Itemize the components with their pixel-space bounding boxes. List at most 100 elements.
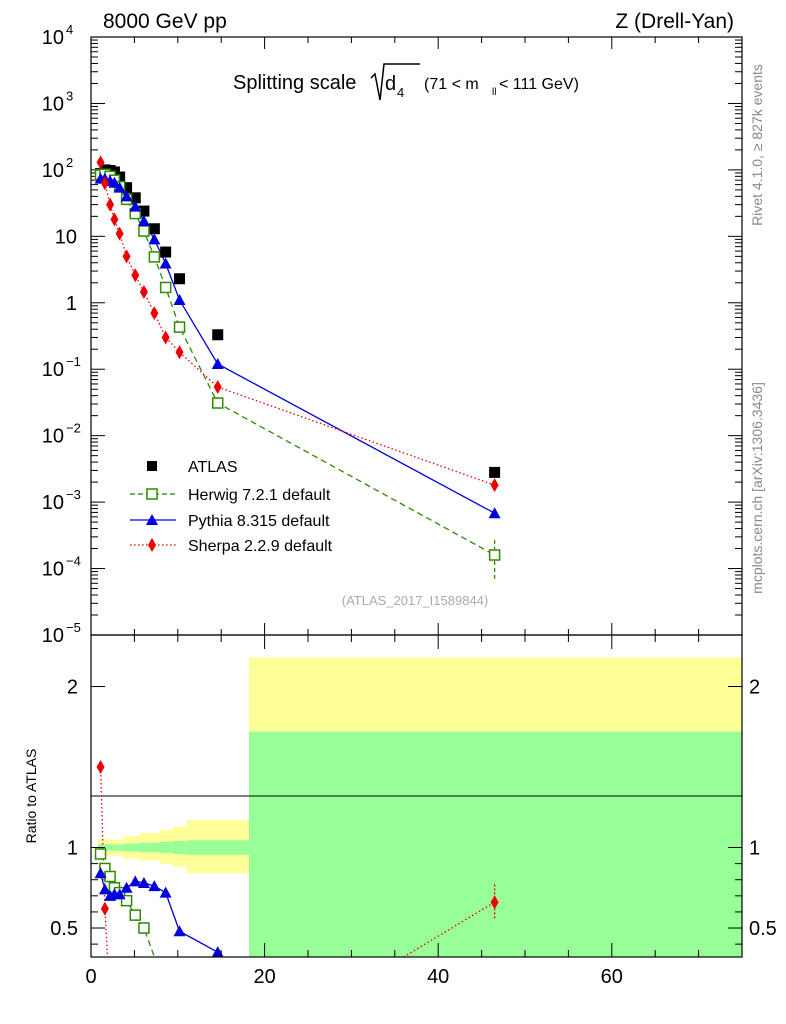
ratio-y-tick-label-right: 2 [749,677,760,699]
y-tick-base: 10 [55,226,77,248]
uncertainty-band-green [159,841,173,854]
y-tick-base: 10 [42,492,64,514]
plot-title-cut: (71 < m [424,76,479,93]
y-tick-label: 10 −1 [42,354,81,381]
y-tick-base: 10 [42,93,64,115]
legend-label-sherpa: Sherpa 2.2.9 default [188,538,333,555]
uncertainty-band-green [186,840,249,855]
uncertainty-band-green [148,842,160,853]
data-point-sherpa [139,285,148,300]
data-point-pythia [129,875,142,887]
ratio-ylabel: Ratio to ATLAS [23,749,39,844]
legend-marker-sherpa [148,538,156,552]
ratio-y-tick-label-right: 1 [749,838,760,860]
data-point-atlas [174,273,186,285]
y-tick-label: 10 2 [42,155,73,182]
data-point-sherpa [122,249,131,264]
uncertainty-band-green [103,844,109,851]
legend-marker-pythia [146,514,158,525]
data-point-atlas [160,246,172,258]
y-tick-base: 10 [42,559,64,581]
data-point-sherpa [131,268,140,283]
data-point-herwig [94,848,107,860]
uncertainty-band-green [139,842,149,853]
x-tick-label: 20 [253,966,275,988]
process-label: Z (Drell-Yan) [615,10,734,33]
ratio-y-tick-label: 2 [67,677,78,699]
data-point-sherpa [490,895,499,910]
analysis-id: (ATLAS_2017_I1589844) [342,593,488,608]
data-point-pythia [137,876,150,888]
data-point-sherpa [213,380,222,395]
sqrt-sign [370,63,420,101]
y-tick-exponent: −2 [66,421,81,436]
y-tick-exponent: −1 [66,354,81,369]
data-point-herwig [211,397,224,409]
series-line [99,162,495,486]
data-point-atlas [138,205,150,217]
mcplots-label: mcplots.cern.ch [arXiv:1306.3436] [749,382,765,594]
uncertainty-band-green [248,731,742,957]
x-tick-label: 0 [85,966,96,988]
data-point-pythia [120,190,133,202]
data-point-herwig [138,922,150,934]
uncertainty-band-green [108,844,113,851]
data-point-pythia [148,880,161,892]
energy-label: 8000 GeV pp [103,10,227,33]
uncertainty-band-green [123,843,131,852]
data-point-herwig [138,225,150,237]
legend-marker-atlas [147,461,157,471]
y-tick-label: 1 [66,293,77,315]
data-point-pythia [113,888,126,900]
y-tick-label: 10 −4 [42,554,81,581]
y-tick-base: 1 [66,293,77,315]
y-tick-label: 10 3 [42,88,73,115]
ratio-panel: 0 20 40 60 0.5 0.5 1 1 2 2 Ratio to ATLAS [23,634,777,988]
data-point-atlas [129,192,141,204]
y-tick-exponent: 2 [66,155,73,170]
ratio-y-tick-label-right: 0.5 [749,918,777,940]
x-tick-label: 40 [427,966,449,988]
rivet-label: Rivet 4.1.0, ≥ 827k events [749,64,765,226]
data-point-pythia [137,215,150,227]
data-point-sherpa [100,901,109,916]
data-point-sherpa [110,212,119,227]
data-point-herwig [104,870,116,883]
data-point-sherpa [106,197,115,212]
legend: ATLAS Herwig 7.2.1 default Pythia 8.315 … [130,459,333,555]
data-point-pythia [488,507,501,519]
data-point-sherpa [175,345,184,360]
plot-title-d: d [385,73,396,95]
data-point-herwig [148,251,161,263]
y-tick-exponent: 4 [66,22,73,37]
y-tick-label: 10 4 [42,22,73,49]
data-point-sherpa [100,176,109,191]
data-point-atlas [212,329,224,341]
y-tick-label: 10 −5 [42,620,81,647]
y-tick-base: 10 [42,625,64,647]
y-tick-label: 10 [55,226,77,248]
data-point-pythia [113,181,126,193]
series-line [104,908,109,958]
data-point-pythia [173,925,186,937]
y-tick-base: 10 [42,160,64,182]
data-point-sherpa [490,478,499,493]
data-point-sherpa [96,155,105,170]
uncertainty-band-green [130,843,140,852]
data-point-sherpa [150,306,159,321]
y-tick-exponent: 3 [66,88,73,103]
data-point-pythia [98,883,111,895]
data-point-pythia [148,233,161,245]
ratio-plot-frame [90,634,743,958]
data-point-sherpa [96,760,105,775]
data-point-pythia [108,176,121,188]
data-point-pythia [120,881,133,893]
legend-marker-herwig [146,488,158,500]
data-point-atlas [148,223,160,235]
plot-title-d-sub: 4 [397,85,404,100]
y-tick-exponent: −5 [66,620,81,635]
y-tick-label: 10 −2 [42,421,81,448]
data-point-sherpa [161,330,170,345]
data-point-pythia [211,946,224,958]
data-point-herwig [488,549,501,561]
